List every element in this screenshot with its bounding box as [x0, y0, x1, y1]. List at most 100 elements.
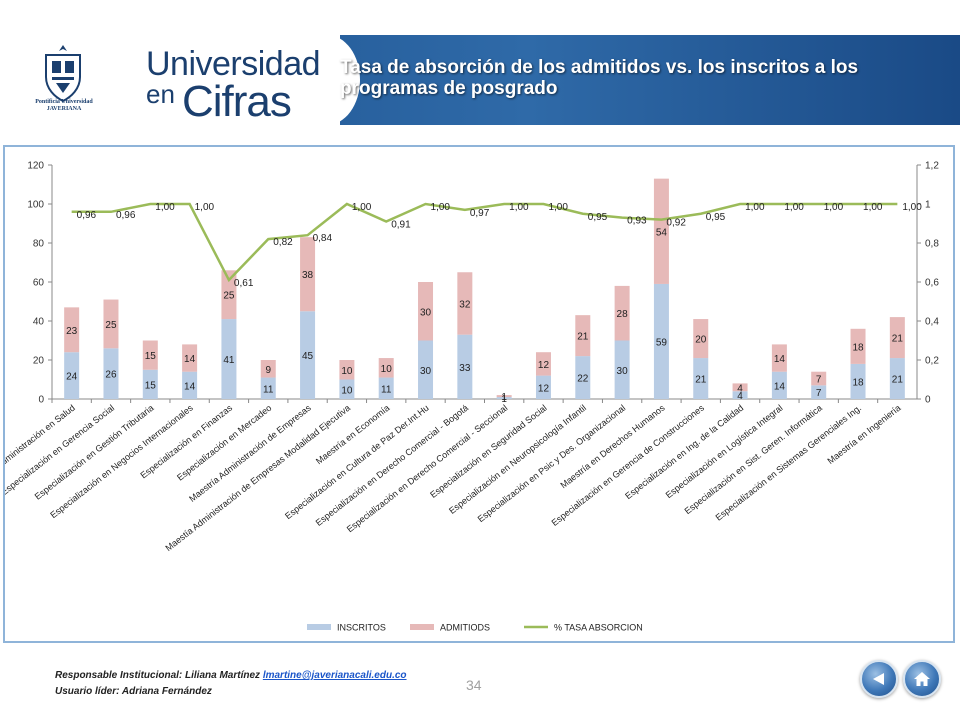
bar-admitidos: [575, 315, 591, 357]
brand-line2b: Cifras: [182, 77, 292, 126]
bar-admitidos: [535, 352, 551, 376]
line-label-absorcion: 0,91: [391, 220, 411, 231]
line-label-absorcion: 0,96: [116, 210, 136, 221]
bar-label-admitidos: 18: [852, 342, 864, 353]
bar-label-inscritos: 22: [577, 374, 589, 385]
line-label-absorcion: 1,00: [824, 202, 844, 213]
bar-inscritos: [339, 379, 355, 399]
bar-label-inscritos: 4: [737, 391, 743, 402]
bar-label-admitidos: 1: [501, 392, 507, 403]
line-label-absorcion: 1,00: [155, 202, 175, 213]
home-icon: [914, 672, 930, 686]
university-crest-icon: [45, 45, 81, 103]
header-banner: Pontificia Universidad JAVERIANA Univers…: [0, 35, 960, 126]
y-tick-label: 80: [33, 239, 45, 250]
bar-label-admitidos: 10: [341, 366, 353, 377]
bar-admitidos: [771, 344, 787, 372]
bar-label-inscritos: 21: [695, 375, 707, 386]
bar-label-admitidos: 38: [302, 270, 314, 281]
bar-label-inscritos: 30: [420, 366, 432, 377]
line-label-absorcion: 0,97: [470, 208, 490, 219]
back-button[interactable]: [860, 660, 898, 698]
bar-inscritos: [182, 371, 198, 399]
bar-inscritos: [771, 371, 787, 399]
y-tick-label: 20: [33, 356, 45, 367]
bar-inscritos: [811, 385, 827, 399]
bar-admitidos: [496, 395, 512, 398]
brand-line1: Universidad: [146, 45, 321, 83]
bar-inscritos: [103, 348, 119, 399]
bar-inscritos: [418, 340, 434, 399]
bar-label-admitidos: 30: [420, 307, 432, 318]
bar-inscritos: [889, 358, 905, 399]
bar-inscritos: [300, 311, 316, 399]
bar-inscritos: [496, 397, 512, 399]
bar-label-admitidos: 14: [774, 354, 786, 365]
bar-inscritos: [260, 377, 276, 399]
legend-swatch: [307, 624, 331, 630]
bar-label-inscritos: 30: [617, 366, 629, 377]
bar-label-admitidos: 28: [617, 309, 629, 320]
bar-admitidos: [850, 328, 866, 364]
line-label-absorcion: 0,96: [77, 210, 97, 221]
crest-text: Pontificia Universidad JAVERIANA: [35, 99, 93, 112]
x-tick-label: Maestía Administración de Empresas Modal…: [163, 403, 352, 553]
line-absorcion: [71, 202, 898, 283]
bar-label-inscritos: 33: [459, 363, 471, 374]
bar-label-inscritos: 12: [538, 383, 550, 394]
bar-admitidos: [457, 272, 473, 335]
bar-label-admitidos: 10: [381, 364, 393, 375]
line-label-absorcion: 0,84: [313, 233, 333, 244]
legend-swatch: [410, 624, 434, 630]
line-label-absorcion: 1,00: [902, 202, 922, 213]
x-tick-label: Especialización en Sist. Geren. Informát…: [683, 403, 824, 517]
bar-label-inscritos: 18: [852, 377, 864, 388]
bar-label-inscritos: 41: [223, 355, 235, 366]
y2-tick-label: 0: [925, 395, 931, 406]
bar-inscritos: [221, 319, 237, 399]
bar-inscritos: [614, 340, 630, 399]
bar-admitidos: [614, 285, 630, 341]
line-label-absorcion: 0,82: [273, 237, 293, 248]
bar-label-admitidos: 21: [577, 332, 589, 343]
bar-label-admitidos: 15: [145, 351, 157, 362]
bar-label-inscritos: 7: [816, 388, 822, 399]
line-label-absorcion: 1,00: [431, 202, 451, 213]
bar-label-inscritos: 11: [263, 384, 274, 395]
bar-admitidos: [142, 340, 158, 370]
line-label-absorcion: 1,00: [352, 202, 372, 213]
back-arrow-icon: [873, 673, 884, 685]
bar-admitidos: [653, 178, 669, 284]
line-label-absorcion: 1,00: [548, 202, 568, 213]
bar-label-admitidos: 7: [816, 375, 822, 386]
bar-inscritos: [850, 363, 866, 399]
bar-label-inscritos: 21: [892, 375, 904, 386]
line-label-absorcion: 1,00: [195, 202, 215, 213]
bar-inscritos: [457, 334, 473, 399]
line-label-absorcion: 1,00: [863, 202, 883, 213]
bar-label-inscritos: 45: [302, 351, 314, 362]
x-tick-label: Especialización en Psic y Des. Organizac…: [476, 403, 628, 525]
bar-admitidos: [418, 282, 434, 341]
bar-admitidos: [693, 319, 709, 359]
y-tick-label: 120: [27, 161, 44, 172]
x-tick-label: Especialización en Neuropsicología Infan…: [447, 403, 588, 516]
bar-label-inscritos: 59: [656, 337, 668, 348]
home-button[interactable]: [903, 660, 941, 698]
bar-admitidos: [378, 358, 394, 378]
chart-frame: 0 20 40 60 80 100 120 0 0,2 0,4 0,6 0,8 1 1,2 24 23 26 25…: [3, 145, 955, 643]
y2-tick-label: 1: [925, 200, 931, 211]
absorption-chart: 02040608010012000,20,40,60,811,224232625…: [5, 161, 939, 633]
responsable-email-link[interactable]: lmartine@javerianacali.edu.co: [262, 670, 407, 681]
bar-inscritos: [653, 283, 669, 399]
line-label-absorcion: 0,93: [627, 216, 647, 227]
x-tick-label: Especialización en Negocios Internaciona…: [48, 402, 195, 520]
bar-admitidos: [182, 344, 198, 372]
bar-label-inscritos: 15: [145, 380, 157, 391]
bar-label-admitidos: 25: [223, 291, 235, 302]
bar-admitidos: [732, 383, 748, 392]
line-label-absorcion: 1,00: [745, 202, 765, 213]
bar-admitidos: [64, 307, 80, 353]
legend-label: % TASA ABSORCION: [554, 623, 643, 633]
bar-label-inscritos: 14: [184, 381, 196, 392]
